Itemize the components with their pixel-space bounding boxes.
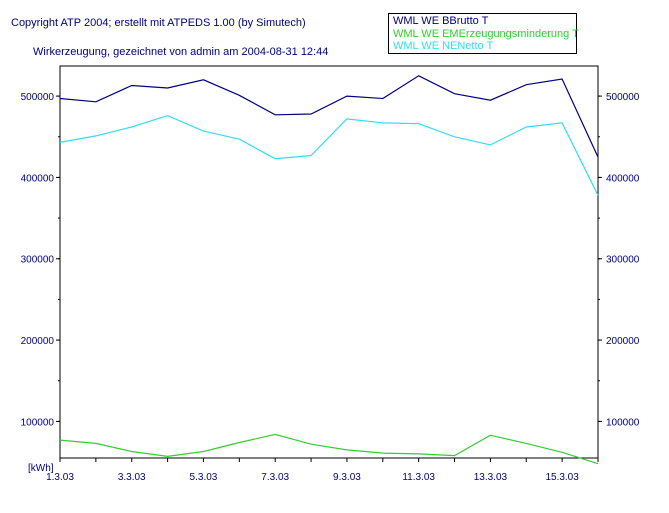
x-tick-label: 3.3.03 <box>118 472 146 483</box>
y-axis-unit-label: [kWh] <box>28 463 54 474</box>
x-tick-label: 1.3.03 <box>46 472 74 483</box>
y-tick-label-left: 400000 <box>21 173 55 184</box>
x-tick-label: 13.3.03 <box>474 472 508 483</box>
y-tick-label-right: 500000 <box>606 92 640 103</box>
y-tick-label-right: 100000 <box>606 417 640 428</box>
y-tick-label-left: 100000 <box>21 417 55 428</box>
legend-entry-3: WML WE NENetto T <box>393 40 494 52</box>
series-line-3 <box>59 114 599 196</box>
copyright-text: Copyright ATP 2004; erstellt mit ATPEDS … <box>11 17 306 29</box>
y-tick-label-left: 500000 <box>21 92 55 103</box>
plot-area <box>59 65 599 459</box>
x-tick-label: 7.3.03 <box>261 472 289 483</box>
y-tick-label-left: 300000 <box>21 255 55 266</box>
series-line-1 <box>59 75 599 158</box>
y-tick-label-left: 200000 <box>21 336 55 347</box>
legend-entry-1: WML WE BBrutto T <box>393 15 489 27</box>
y-tick-label-right: 400000 <box>606 173 640 184</box>
y-tick-label-right: 300000 <box>606 255 640 266</box>
chart-subtitle: Wirkerzeugung, gezeichnet von admin am 2… <box>33 46 329 58</box>
legend: WML WE BBrutto T WML WE EMErzeugungsminde… <box>388 13 579 54</box>
series-line-2 <box>59 433 599 465</box>
x-tick-label: 9.3.03 <box>333 472 361 483</box>
x-tick-label: 5.3.03 <box>190 472 218 483</box>
y-tick-label-right: 200000 <box>606 336 640 347</box>
x-tick-label: 15.3.03 <box>545 472 579 483</box>
x-tick-label: 11.3.03 <box>402 472 435 483</box>
legend-entry-2: WML WE EMErzeugungsminderung T <box>393 27 579 40</box>
